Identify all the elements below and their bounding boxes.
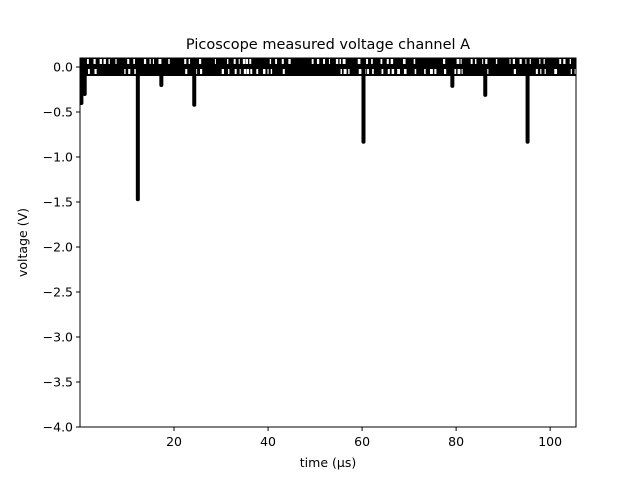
- noise-band: [80, 58, 576, 76]
- x-tick-label: 100: [538, 434, 562, 449]
- chart-title: Picoscope measured voltage channel A: [186, 37, 470, 53]
- y-tick-label: −3.0: [43, 330, 73, 345]
- y-axis: 0.0 −0.5 −1.0 −1.5 −2.0 −2.5 −3.0 −3.5 −4.0: [43, 60, 80, 435]
- x-tick-label: 40: [260, 434, 276, 449]
- noise-texture: [84, 59, 576, 74]
- y-tick-label: −3.5: [43, 375, 73, 390]
- plot-frame: [79, 57, 577, 428]
- x-axis: 20 40 60 80 100: [166, 427, 562, 449]
- y-tick-label: −2.0: [43, 240, 73, 255]
- y-axis-label: voltage (V): [15, 208, 30, 277]
- x-tick-label: 60: [354, 434, 370, 449]
- plot-area: [80, 58, 576, 202]
- y-tick-label: −0.5: [43, 105, 73, 120]
- y-tick-label: 0.0: [53, 60, 73, 75]
- y-tick-label: −2.5: [43, 285, 73, 300]
- x-tick-label: 80: [448, 434, 464, 449]
- x-tick-label: 20: [166, 434, 182, 449]
- y-tick-label: −4.0: [43, 420, 73, 435]
- y-tick-label: −1.5: [43, 195, 73, 210]
- x-axis-label: time (µs): [300, 455, 356, 470]
- y-tick-label: −1.0: [43, 150, 73, 165]
